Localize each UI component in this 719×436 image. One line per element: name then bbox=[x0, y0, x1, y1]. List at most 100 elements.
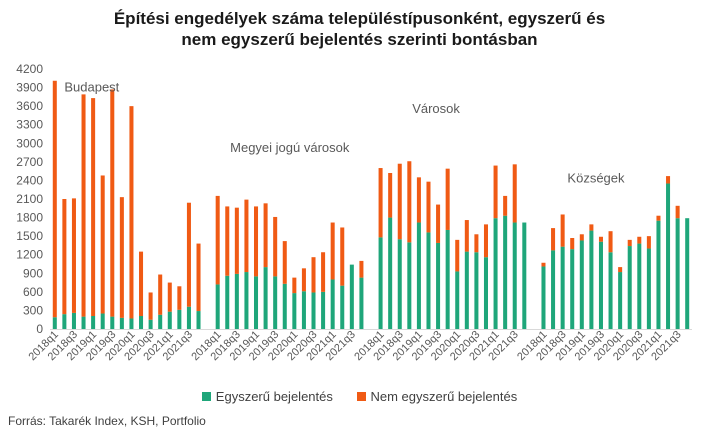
bar-simple bbox=[675, 218, 680, 329]
bar-simple bbox=[656, 220, 661, 329]
bar-nonsimple bbox=[503, 195, 508, 216]
bar-simple bbox=[349, 264, 354, 329]
bar-nonsimple bbox=[608, 231, 613, 253]
legend-swatch-nonsimple bbox=[356, 392, 366, 401]
bar-nonsimple bbox=[359, 260, 364, 278]
bar-simple bbox=[522, 222, 527, 329]
bar-nonsimple bbox=[455, 239, 460, 272]
y-tick-label: 3000 bbox=[16, 136, 43, 150]
y-tick-label: 600 bbox=[23, 285, 43, 299]
bar-nonsimple bbox=[551, 228, 556, 251]
y-tick-label: 300 bbox=[23, 303, 43, 317]
bar-simple bbox=[512, 222, 517, 329]
bar-nonsimple bbox=[234, 207, 239, 274]
bar-simple bbox=[474, 252, 479, 329]
bar-simple bbox=[560, 246, 565, 329]
bar-nonsimple bbox=[483, 224, 488, 258]
group-label: Városok bbox=[412, 101, 460, 116]
bar-simple bbox=[71, 312, 76, 329]
bar-simple bbox=[685, 218, 690, 329]
bar-nonsimple bbox=[225, 206, 230, 276]
bar-nonsimple bbox=[445, 168, 450, 230]
bar-simple bbox=[407, 242, 412, 329]
bar-nonsimple bbox=[340, 227, 345, 286]
bar-nonsimple bbox=[627, 239, 632, 247]
bar-simple bbox=[464, 251, 469, 329]
bar-simple bbox=[397, 239, 402, 329]
bar-simple bbox=[81, 316, 86, 329]
bar-nonsimple bbox=[254, 206, 259, 277]
bar-simple bbox=[177, 309, 182, 329]
bar-simple bbox=[426, 232, 431, 329]
y-tick-label: 1500 bbox=[16, 229, 43, 243]
bar-simple bbox=[436, 242, 441, 329]
bar-nonsimple bbox=[110, 89, 115, 317]
legend-item-simple: Egyszerű bejelentés bbox=[201, 389, 333, 404]
bar-simple bbox=[119, 317, 124, 329]
bar-simple bbox=[646, 248, 651, 329]
bar-nonsimple bbox=[186, 202, 191, 307]
chart-title-line1: Építési engedélyek száma településtípuso… bbox=[113, 9, 606, 28]
bar-nonsimple bbox=[244, 199, 249, 273]
bar-simple bbox=[598, 241, 603, 329]
bar-nonsimple bbox=[397, 163, 402, 240]
y-tick-label: 1200 bbox=[16, 248, 43, 262]
bar-nonsimple bbox=[62, 199, 67, 315]
bar-simple bbox=[62, 314, 67, 329]
bar-nonsimple bbox=[570, 238, 575, 250]
y-tick-label: 4200 bbox=[16, 62, 43, 76]
bar-simple bbox=[589, 230, 594, 329]
bar-simple bbox=[234, 273, 239, 329]
bar-simple bbox=[158, 314, 163, 329]
bar-nonsimple bbox=[598, 236, 603, 242]
group-label: Megyei jogú városok bbox=[230, 140, 350, 155]
bar-nonsimple bbox=[378, 168, 383, 238]
bar-simple bbox=[282, 283, 287, 329]
bar-nonsimple bbox=[436, 204, 441, 243]
legend-label-nonsimple: Nem egyszerű bejelentés bbox=[370, 389, 518, 404]
bar-simple bbox=[416, 222, 421, 329]
bar-nonsimple bbox=[119, 197, 124, 318]
bar-simple bbox=[91, 316, 96, 329]
y-tick-label: 3300 bbox=[16, 118, 43, 132]
bar-nonsimple bbox=[388, 173, 393, 218]
bar-nonsimple bbox=[618, 267, 623, 273]
legend-swatch-simple bbox=[201, 392, 211, 401]
bar-simple bbox=[52, 317, 57, 329]
bar-simple bbox=[455, 271, 460, 329]
bar-simple bbox=[579, 240, 584, 329]
y-tick-label: 3600 bbox=[16, 99, 43, 113]
bar-simple bbox=[273, 276, 278, 329]
bar-nonsimple bbox=[301, 268, 306, 292]
bar-nonsimple bbox=[282, 241, 287, 284]
bar-simple bbox=[263, 267, 268, 329]
bar-simple bbox=[100, 313, 105, 329]
bar-simple bbox=[254, 276, 259, 329]
bar-simple bbox=[378, 237, 383, 329]
bar-simple bbox=[301, 291, 306, 329]
bar-simple bbox=[483, 257, 488, 329]
bar-simple bbox=[148, 319, 153, 329]
bar-simple bbox=[215, 284, 220, 329]
bar-simple bbox=[196, 311, 201, 329]
bar-nonsimple bbox=[196, 243, 201, 312]
bar-nonsimple bbox=[81, 94, 86, 317]
bar-nonsimple bbox=[589, 224, 594, 231]
bar-simple bbox=[388, 217, 393, 329]
bar-nonsimple bbox=[321, 252, 326, 292]
bar-nonsimple bbox=[666, 176, 671, 184]
y-tick-label: 1800 bbox=[16, 211, 43, 225]
bar-nonsimple bbox=[656, 215, 661, 221]
group-label: Budapest bbox=[64, 80, 119, 95]
bar-nonsimple bbox=[215, 195, 220, 285]
bar-nonsimple bbox=[129, 106, 134, 319]
bar-nonsimple bbox=[560, 214, 565, 247]
chart-title-line2: nem egyszerű bejelentés szerinti bontásb… bbox=[181, 30, 538, 49]
bar-simple bbox=[244, 272, 249, 329]
bar-nonsimple bbox=[330, 222, 335, 280]
bar-nonsimple bbox=[426, 181, 431, 233]
bar-simple bbox=[445, 229, 450, 329]
bar-nonsimple bbox=[493, 165, 498, 219]
bar-nonsimple bbox=[675, 205, 680, 219]
